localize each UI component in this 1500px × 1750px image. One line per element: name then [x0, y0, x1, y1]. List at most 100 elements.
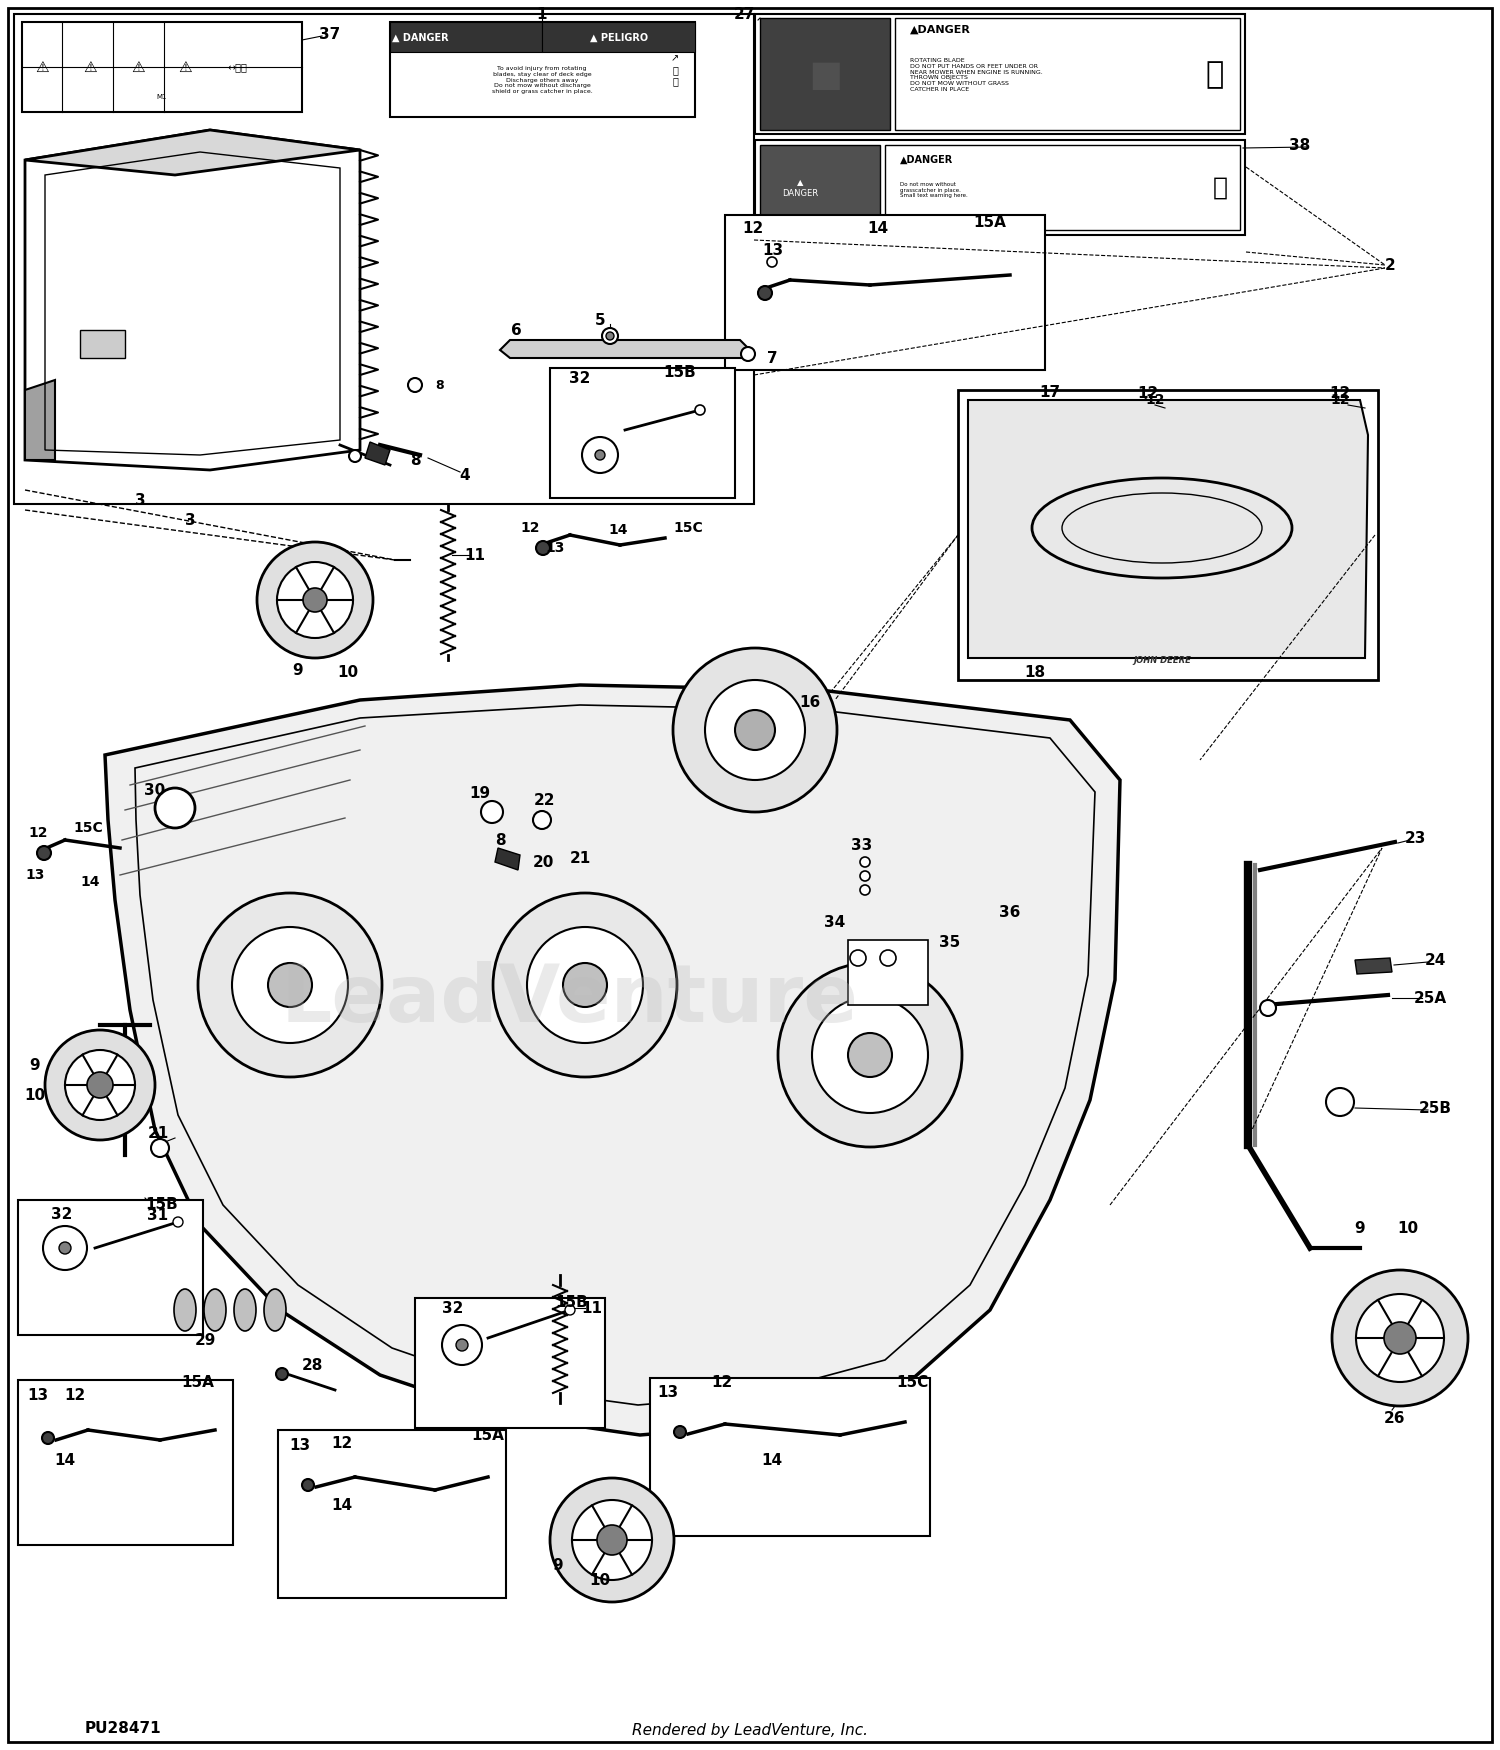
- Circle shape: [276, 1368, 288, 1381]
- Text: 33: 33: [852, 838, 873, 852]
- Text: 14: 14: [762, 1452, 783, 1468]
- Circle shape: [859, 872, 870, 880]
- Text: 14: 14: [54, 1452, 75, 1468]
- Circle shape: [597, 1524, 627, 1556]
- Polygon shape: [26, 130, 360, 471]
- Text: 10: 10: [24, 1087, 45, 1102]
- Text: 🏃: 🏃: [1212, 177, 1227, 200]
- Circle shape: [526, 928, 644, 1043]
- Text: 25B: 25B: [1419, 1101, 1452, 1115]
- Text: 5: 5: [594, 313, 606, 327]
- Circle shape: [735, 710, 776, 751]
- Ellipse shape: [234, 1290, 256, 1332]
- Circle shape: [232, 928, 348, 1043]
- Text: 9: 9: [292, 663, 303, 677]
- Text: 13: 13: [290, 1437, 310, 1452]
- Text: 3: 3: [135, 492, 146, 508]
- Text: ◼: ◼: [807, 54, 842, 96]
- Circle shape: [1384, 1321, 1416, 1354]
- Text: 19: 19: [470, 786, 490, 800]
- Text: 30: 30: [144, 782, 165, 798]
- Text: 26: 26: [1384, 1410, 1406, 1426]
- Circle shape: [278, 562, 352, 639]
- Text: 13: 13: [762, 243, 783, 257]
- Text: 32: 32: [570, 371, 591, 385]
- Text: 28: 28: [302, 1358, 322, 1372]
- Text: 11: 11: [465, 548, 486, 562]
- Text: 12: 12: [1329, 385, 1350, 401]
- Text: ⚠: ⚠: [82, 60, 98, 75]
- Circle shape: [494, 892, 676, 1076]
- Text: 13: 13: [27, 1388, 48, 1402]
- Circle shape: [38, 845, 51, 859]
- Circle shape: [532, 810, 550, 829]
- Text: 13: 13: [657, 1384, 678, 1400]
- Circle shape: [256, 542, 374, 658]
- Text: 17: 17: [1040, 385, 1060, 399]
- Text: 24: 24: [1425, 952, 1446, 968]
- Text: ⚠: ⚠: [178, 60, 192, 75]
- Bar: [80, 331, 124, 359]
- Circle shape: [778, 963, 962, 1146]
- Bar: [724, 215, 1046, 369]
- Circle shape: [154, 788, 195, 828]
- Circle shape: [1356, 1293, 1444, 1382]
- Text: ▲ DANGER: ▲ DANGER: [392, 33, 448, 44]
- Circle shape: [880, 950, 896, 966]
- Text: 14: 14: [332, 1498, 352, 1512]
- Text: 25A: 25A: [1413, 990, 1446, 1006]
- Text: ⚠: ⚠: [34, 60, 50, 75]
- Text: 9: 9: [1354, 1220, 1365, 1236]
- Text: 12: 12: [520, 522, 540, 536]
- Text: 15C: 15C: [896, 1374, 928, 1390]
- Text: JOHN DEERE: JOHN DEERE: [1132, 656, 1191, 665]
- Text: 9: 9: [552, 1558, 564, 1573]
- Text: 10: 10: [338, 665, 358, 679]
- Polygon shape: [26, 130, 360, 175]
- Text: Do not mow without
grasscatcher in place.
Small text warning here.: Do not mow without grasscatcher in place…: [900, 182, 968, 198]
- Circle shape: [302, 1479, 313, 1491]
- Polygon shape: [968, 401, 1368, 658]
- Text: 13: 13: [26, 868, 45, 882]
- Bar: [390, 23, 694, 117]
- Circle shape: [1332, 1270, 1468, 1405]
- Bar: [416, 1298, 604, 1428]
- Circle shape: [1260, 999, 1276, 1017]
- Bar: [18, 1200, 203, 1335]
- Text: 10: 10: [1398, 1220, 1419, 1236]
- Text: 37: 37: [320, 26, 340, 42]
- Text: 15A: 15A: [471, 1428, 504, 1442]
- Bar: [18, 1381, 232, 1545]
- Text: ↔⬛🚶: ↔⬛🚶: [226, 61, 248, 72]
- Text: 12: 12: [711, 1374, 732, 1390]
- Polygon shape: [364, 443, 390, 466]
- Circle shape: [694, 404, 705, 415]
- Text: 34: 34: [825, 915, 846, 929]
- Text: ▲
DANGER: ▲ DANGER: [782, 178, 818, 198]
- Circle shape: [741, 346, 754, 360]
- Text: 15C: 15C: [674, 522, 704, 536]
- Text: 11: 11: [582, 1300, 603, 1316]
- Bar: [847, 940, 928, 1004]
- Text: 14: 14: [608, 523, 627, 537]
- Text: 2: 2: [1384, 257, 1395, 273]
- Text: 36: 36: [999, 905, 1020, 919]
- Circle shape: [606, 332, 613, 340]
- Text: 31: 31: [147, 1208, 168, 1223]
- Text: 8: 8: [410, 453, 420, 467]
- Text: ROTATING BLADE
DO NOT PUT HANDS OR FEET UNDER OR
NEAR MOWER WHEN ENGINE IS RUNNI: ROTATING BLADE DO NOT PUT HANDS OR FEET …: [910, 58, 1042, 93]
- Circle shape: [456, 1339, 468, 1351]
- Circle shape: [1326, 1088, 1354, 1116]
- Circle shape: [758, 285, 772, 299]
- Circle shape: [87, 1073, 112, 1097]
- Circle shape: [550, 1479, 674, 1601]
- Circle shape: [705, 681, 806, 780]
- Circle shape: [859, 886, 870, 894]
- Circle shape: [64, 1050, 135, 1120]
- Text: M1: M1: [158, 94, 168, 100]
- Circle shape: [859, 858, 870, 866]
- Text: ↗
✋
🦵: ↗ ✋ 🦵: [670, 54, 680, 86]
- Text: 14: 14: [81, 875, 100, 889]
- Text: 15B: 15B: [555, 1295, 588, 1309]
- Text: 21: 21: [570, 850, 591, 866]
